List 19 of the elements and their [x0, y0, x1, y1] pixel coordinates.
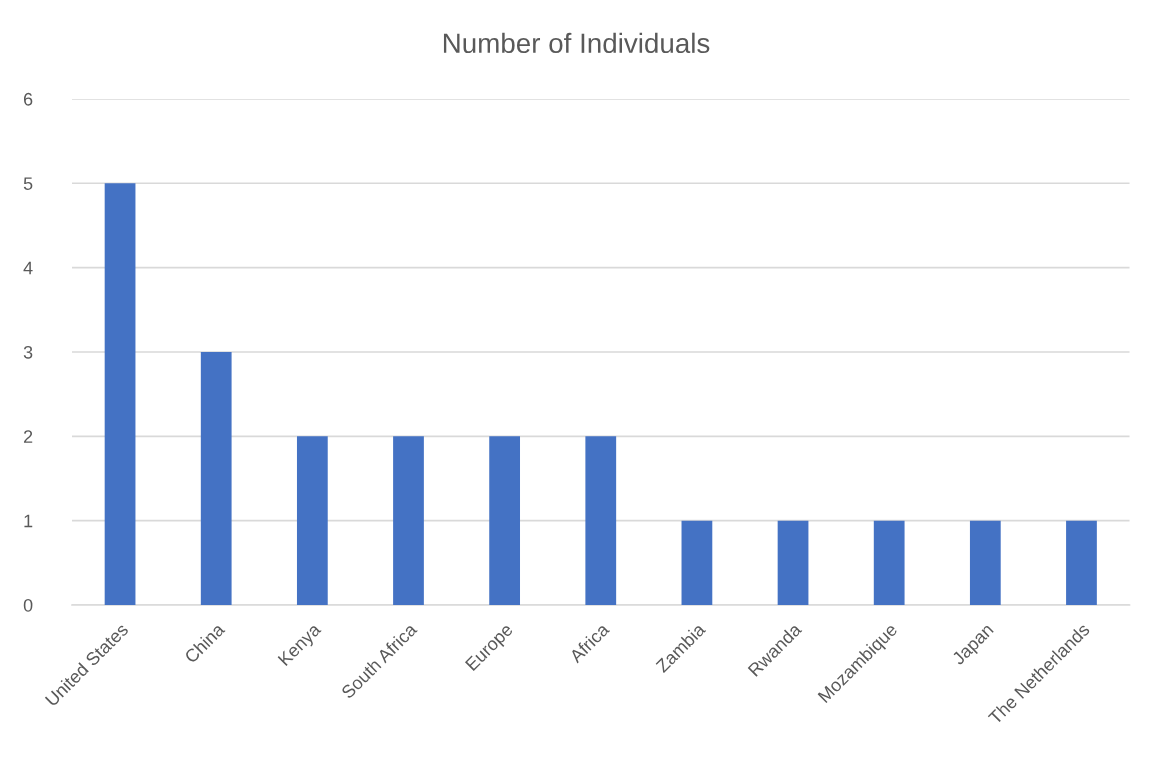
bar [200, 351, 232, 605]
bar [681, 520, 713, 605]
y-tick-label: 2 [23, 430, 33, 443]
y-tick-label: 6 [23, 92, 33, 106]
y-tick-label: 1 [24, 514, 33, 528]
bar [969, 520, 1001, 605]
bar [873, 520, 905, 605]
bar [393, 436, 424, 605]
y-tick-label: 4 [23, 261, 33, 275]
y-tick-label: 3 [23, 345, 33, 359]
bar [104, 183, 136, 605]
y-tick-label: 0 [23, 598, 33, 612]
bar [1066, 520, 1097, 605]
bar [585, 436, 617, 605]
chart-title: Number of Individuals [443, 32, 710, 54]
bar [777, 520, 809, 605]
y-tick-label: 5 [23, 177, 33, 190]
bar [489, 436, 521, 605]
bar [296, 436, 328, 605]
